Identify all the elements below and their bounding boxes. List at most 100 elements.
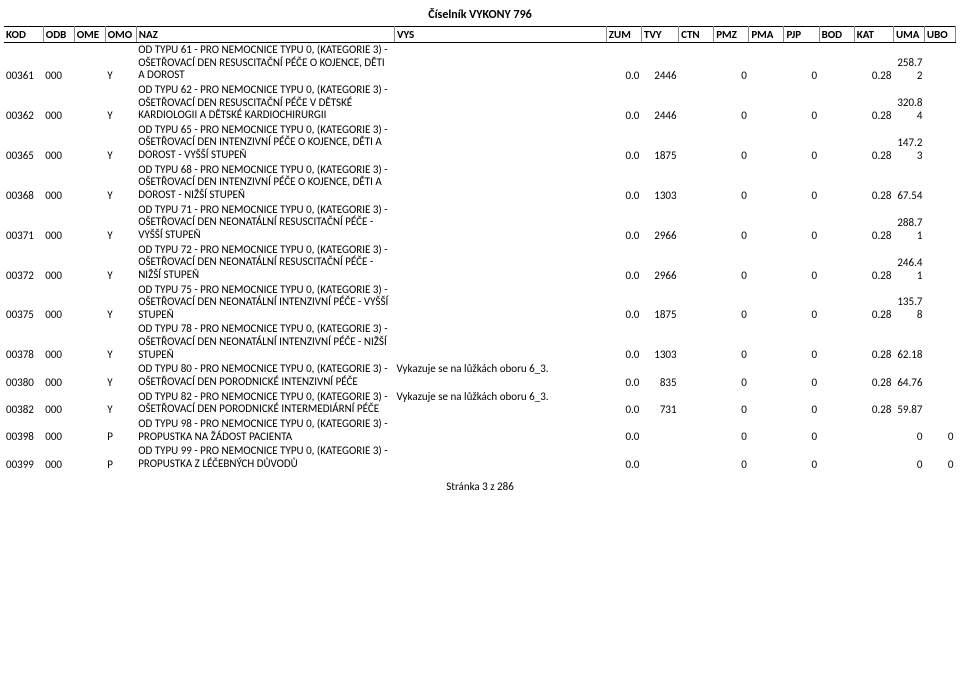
cell-omo: Y: [105, 203, 136, 243]
cell-pjp: 0: [784, 43, 819, 83]
cell-tvy: 2966: [641, 243, 678, 283]
cell-bod: [819, 322, 854, 362]
cell-ubo: [924, 390, 955, 417]
cell-pmz: 0: [714, 83, 749, 123]
cell-vys: [394, 163, 606, 203]
cell-ome: [74, 283, 105, 323]
cell-pjp: 0: [784, 203, 819, 243]
cell-odb: 000: [43, 283, 74, 323]
cell-pmz: 0: [714, 283, 749, 323]
cell-ctn: [679, 83, 714, 123]
cell-naz: OD TYPU 62 - PRO NEMOCNICE TYPU 0, (KATE…: [136, 83, 394, 123]
cell-kod: 00398: [4, 417, 43, 444]
cell-tvy: 1303: [641, 322, 678, 362]
cell-ome: [74, 390, 105, 417]
cell-zum: 0.0: [606, 417, 641, 444]
col-pjp: PJP: [784, 27, 819, 43]
table-header-row: KOD ODB OME OMO NAZ VYS ZUM TVY CTN PMZ …: [4, 27, 956, 43]
table-body: 00361000YOD TYPU 61 - PRO NEMOCNICE TYPU…: [4, 43, 956, 472]
col-naz: NAZ: [136, 27, 394, 43]
cell-ubo: [924, 322, 955, 362]
cell-zum: 0.0: [606, 243, 641, 283]
cell-ctn: [679, 444, 714, 471]
col-ome: OME: [74, 27, 105, 43]
cell-omo: Y: [105, 243, 136, 283]
cell-kod: 00382: [4, 390, 43, 417]
cell-naz: OD TYPU 65 - PRO NEMOCNICE TYPU 0, (KATE…: [136, 123, 394, 163]
col-pmz: PMZ: [714, 27, 749, 43]
cell-ubo: [924, 203, 955, 243]
cell-tvy: 2966: [641, 203, 678, 243]
cell-naz: OD TYPU 99 - PRO NEMOCNICE TYPU 0, (KATE…: [136, 444, 394, 471]
cell-vys: [394, 43, 606, 83]
table-row: 00382000YOD TYPU 82 - PRO NEMOCNICE TYPU…: [4, 390, 956, 417]
cell-kat: 0.28: [854, 203, 893, 243]
cell-bod: [819, 417, 854, 444]
cell-pmz: 0: [714, 243, 749, 283]
cell-naz: OD TYPU 82 - PRO NEMOCNICE TYPU 0, (KATE…: [136, 390, 394, 417]
cell-vys: [394, 322, 606, 362]
cell-naz: OD TYPU 68 - PRO NEMOCNICE TYPU 0, (KATE…: [136, 163, 394, 203]
cell-uma: 67.54: [893, 163, 924, 203]
cell-zum: 0.0: [606, 43, 641, 83]
col-uma: UMA: [893, 27, 924, 43]
table-row: 00380000 YOD TYPU 80 - PRO NEMOCNICE TYPU…: [4, 362, 956, 389]
cell-odb: 000: [43, 203, 74, 243]
cell-pma: [749, 203, 784, 243]
cell-bod: [819, 123, 854, 163]
cell-omo: P: [105, 444, 136, 471]
page-title: Číselník VYKONY 796: [4, 6, 956, 26]
cell-pjp: 0: [784, 283, 819, 323]
cell-uma: 258.72: [893, 43, 924, 83]
cell-omo: P: [105, 417, 136, 444]
cell-kat: 0.28: [854, 243, 893, 283]
cell-ubo: [924, 83, 955, 123]
cell-omo: Y: [105, 283, 136, 323]
cell-vys: [394, 444, 606, 471]
cell-omo: Y: [105, 362, 136, 389]
cell-bod: [819, 243, 854, 283]
cell-kod: 00361: [4, 43, 43, 83]
cell-pjp: 0: [784, 322, 819, 362]
cell-bod: [819, 163, 854, 203]
cell-omo: Y: [105, 322, 136, 362]
table-row: 00398000POD TYPU 98 - PRO NEMOCNICE TYPU…: [4, 417, 956, 444]
cell-uma: 246.41: [893, 243, 924, 283]
cell-tvy: 2446: [641, 83, 678, 123]
col-bod: BOD: [819, 27, 854, 43]
cell-pjp: 0: [784, 362, 819, 389]
cell-ome: [74, 444, 105, 471]
cell-ctn: [679, 283, 714, 323]
cell-ome: [74, 322, 105, 362]
col-tvy: TVY: [641, 27, 678, 43]
cell-pma: [749, 390, 784, 417]
cell-uma: 62.18: [893, 322, 924, 362]
cell-naz: OD TYPU 75 - PRO NEMOCNICE TYPU 0, (KATE…: [136, 283, 394, 323]
cell-tvy: 1303: [641, 163, 678, 203]
cell-kod: 00380: [4, 362, 43, 389]
cell-naz: OD TYPU 80 - PRO NEMOCNICE TYPU 0, (KATE…: [136, 362, 394, 389]
cell-uma: 64.76: [893, 362, 924, 389]
cell-bod: [819, 83, 854, 123]
cell-zum: 0.0: [606, 203, 641, 243]
cell-tvy: [641, 417, 678, 444]
table-row: 00371000YOD TYPU 71 - PRO NEMOCNICE TYPU…: [4, 203, 956, 243]
cell-ctn: [679, 243, 714, 283]
col-kat: KAT: [854, 27, 893, 43]
cell-tvy: [641, 444, 678, 471]
cell-tvy: 731: [641, 390, 678, 417]
cell-vys: [394, 243, 606, 283]
cell-tvy: 1875: [641, 123, 678, 163]
cell-zum: 0.0: [606, 444, 641, 471]
cell-kod: 00372: [4, 243, 43, 283]
cell-zum: 0.0: [606, 362, 641, 389]
cell-ctn: [679, 322, 714, 362]
cell-odb: 000: [43, 362, 74, 389]
cell-pmz: 0: [714, 163, 749, 203]
table-row: 00361000YOD TYPU 61 - PRO NEMOCNICE TYPU…: [4, 43, 956, 83]
cell-odb: 000: [43, 163, 74, 203]
col-zum: ZUM: [606, 27, 641, 43]
cell-vys: Vykazuje se na lůžkách oboru 6_3.: [394, 390, 606, 417]
cell-pma: [749, 163, 784, 203]
cell-vys: Vykazuje se na lůžkách oboru 6_3.: [394, 362, 606, 389]
